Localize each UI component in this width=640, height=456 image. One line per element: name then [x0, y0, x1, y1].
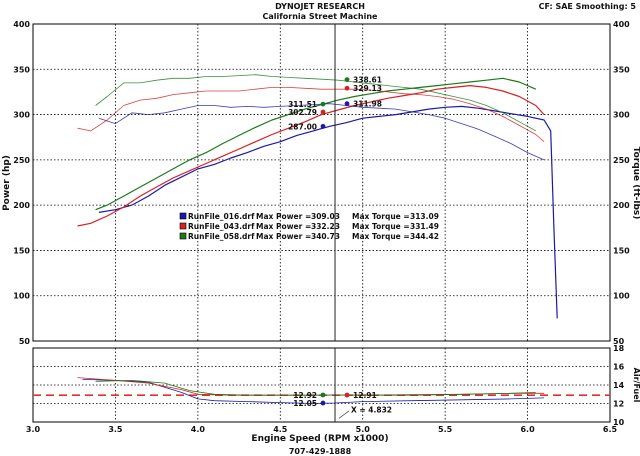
axis-ticks: 3.0 3.5 4.0 4.5 5.0 5.5 6.0 6.5 50 50 100 100 150 150…: [13, 20, 630, 434]
cursor-value-label: 12.92: [293, 391, 317, 400]
afr-y-tick-label: 10: [613, 418, 625, 427]
cursor-value-label: 12.05: [293, 399, 317, 408]
legend-max-torque-value: 331.49: [410, 222, 439, 231]
x-tick-label: 5.5: [438, 425, 453, 434]
cursor-marker: [320, 123, 326, 129]
x-tick-label: 3.0: [26, 425, 41, 434]
cursor-marker: [320, 101, 326, 107]
afr-axis-label: Air/Fuel: [632, 368, 640, 403]
y-axis-label-right: Torque (ft-lbs): [631, 147, 640, 220]
y-tick-label-right: 100: [613, 292, 630, 301]
legend-max-torque-value: 313.09: [410, 212, 439, 221]
x-tick-label: 4.5: [273, 425, 288, 434]
cursor-x-label: X = 4.832: [351, 405, 392, 414]
legend-swatch: [179, 232, 187, 240]
y-tick-label-right: 250: [613, 156, 630, 165]
y-tick-label-right: 300: [613, 111, 630, 120]
y-tick-label-left: 400: [13, 20, 30, 29]
legend-max-power-value: 332.23: [311, 222, 340, 231]
cursor-marker: [320, 109, 326, 115]
cursor-value-label: 311.51: [288, 100, 317, 109]
legend-max-power-label: Max Power =: [256, 232, 311, 241]
series-torque-runfile-043-drf: [77, 87, 545, 143]
afr-y-tick-label: 18: [613, 344, 625, 353]
series-power-runfile-043-drf: [77, 84, 545, 227]
cursor-marker: [344, 392, 350, 398]
y-tick-label-left: 100: [13, 292, 30, 301]
cursor-marker: [344, 85, 350, 91]
series-afr-runfile-058-drf: [95, 379, 536, 396]
chart-subtitle: California Street Machine: [263, 12, 379, 21]
legend-file-name: RunFile_016.drf: [188, 212, 255, 221]
chart-settings: CF: SAE Smoothing: 5: [539, 2, 637, 11]
series-power-runfile-016-drf: [98, 105, 558, 319]
x-tick-label: 5.0: [356, 425, 371, 434]
legend-file-name: RunFile_043.drf: [188, 222, 255, 231]
afr-y-tick-label: 14: [613, 381, 625, 390]
cursor-marker: [320, 392, 326, 398]
series-layer: [77, 74, 558, 404]
cursor-value-label: 302.79: [288, 108, 317, 117]
x-tick-label: 6.5: [603, 425, 618, 434]
y-tick-label-right: 400: [613, 20, 630, 29]
y-tick-label-right: 350: [613, 65, 630, 74]
cursor-value-label: 338.61: [353, 76, 382, 85]
legend-max-power-label: Max Power =: [256, 212, 311, 221]
cursor-marker: [344, 77, 350, 83]
footer-phone: 707-429-1888: [289, 447, 352, 456]
legend-swatch: [179, 212, 187, 220]
series-torque-runfile-058-drf: [95, 74, 536, 132]
legend-max-torque-value: 344.42: [410, 232, 439, 241]
x-tick-label: 6.0: [520, 425, 535, 434]
cursor-value-label: 329.13: [353, 84, 382, 93]
y-tick-label-left: 250: [13, 156, 30, 165]
legend-max-torque-label: Max Torque =: [352, 222, 410, 231]
y-tick-label-left: 350: [13, 65, 30, 74]
legend-max-torque-label: Max Torque =: [352, 232, 410, 241]
y-tick-label-left: 150: [13, 246, 30, 255]
afr-y-tick-label: 16: [613, 363, 625, 372]
y-tick-label-left: 50: [19, 337, 31, 346]
cursor-x-pointer: [338, 410, 350, 419]
chart-company: DYNOJET RESEARCH: [275, 2, 365, 11]
cursor-marker: [344, 101, 350, 107]
cursor-marker: [320, 400, 326, 406]
cursor-value-label: 287.00: [288, 122, 317, 131]
y-tick-label-right: 200: [613, 201, 630, 210]
legend-max-power-value: 340.73: [311, 232, 340, 241]
legend-max-power-value: 309.03: [311, 212, 340, 221]
x-axis-label: Engine Speed (RPM x1000): [251, 434, 388, 444]
y-tick-label-right: 50: [613, 337, 625, 346]
y-tick-label-left: 300: [13, 111, 30, 120]
y-tick-label-right: 150: [613, 246, 630, 255]
legend-file-name: RunFile_058.drf: [188, 232, 255, 241]
legend-max-power-label: Max Power =: [256, 222, 311, 231]
y-axis-label-left: Power (hp): [2, 155, 12, 211]
legend-swatch: [179, 222, 187, 230]
y-tick-label-left: 200: [13, 201, 30, 210]
x-tick-label: 4.0: [191, 425, 206, 434]
series-power-runfile-058-drf: [95, 77, 537, 211]
legend: RunFile_016.drf Max Power = 309.03 Max Torq…: [179, 212, 439, 241]
x-tick-label: 3.5: [108, 425, 123, 434]
main-plot-frame: [32, 23, 611, 342]
legend-max-torque-label: Max Torque =: [352, 212, 410, 221]
cursor-value-label: 311.98: [353, 100, 382, 109]
cursor-value-label: 12.91: [353, 391, 377, 400]
afr-y-tick-label: 12: [613, 400, 624, 409]
